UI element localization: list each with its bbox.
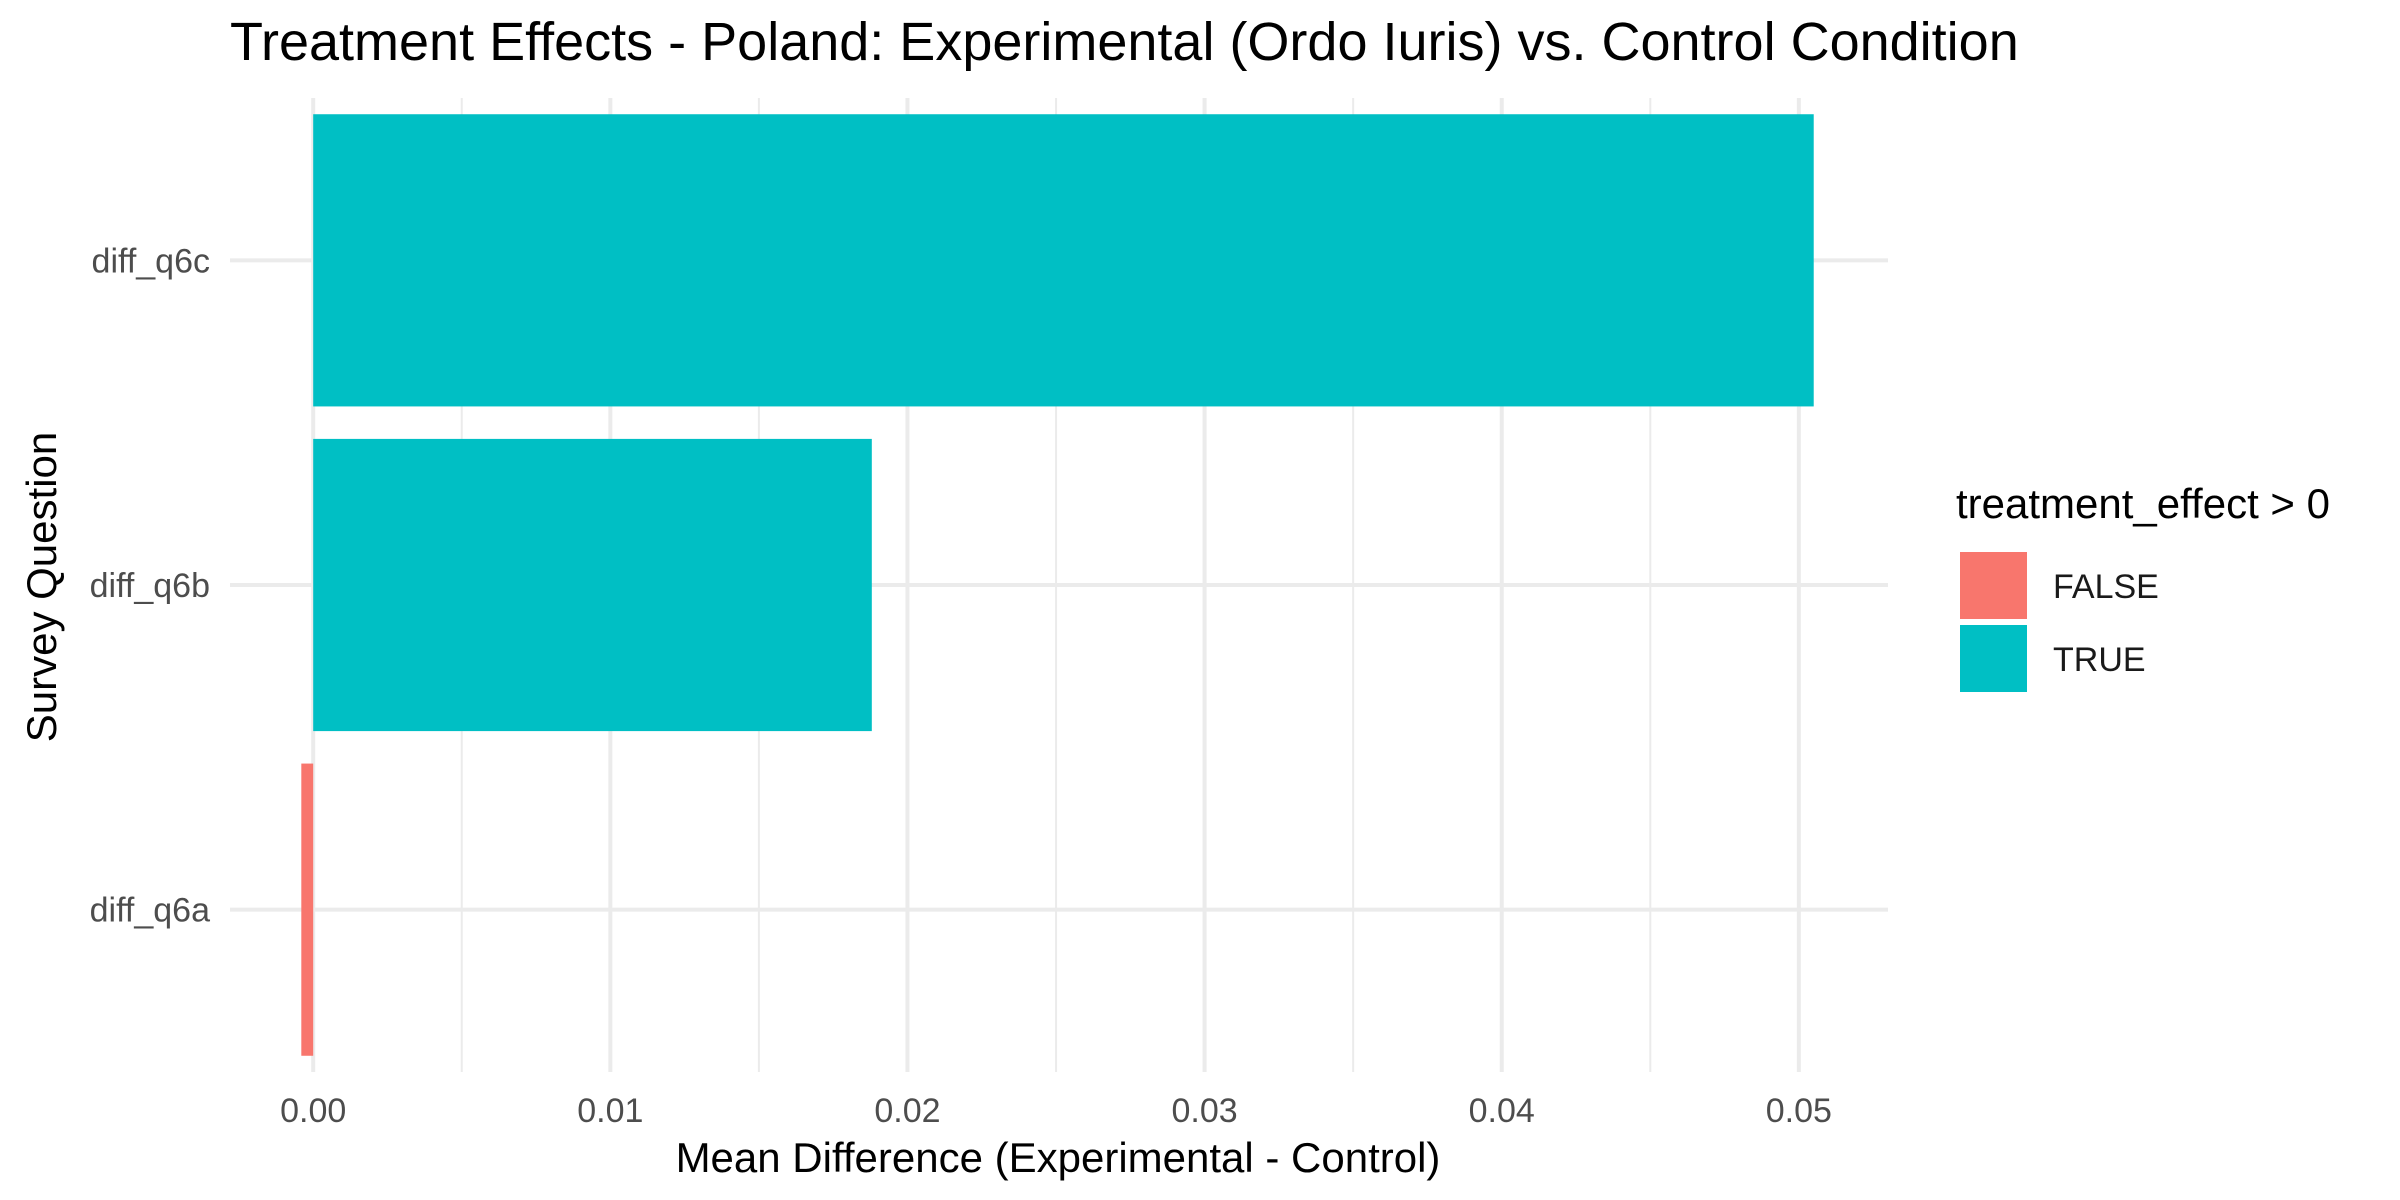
- y-tick-label: diff_q6a: [90, 892, 210, 930]
- legend-label-true: TRUE: [2053, 641, 2146, 679]
- y-tick-label: diff_q6b: [90, 567, 210, 605]
- chart-title: Treatment Effects - Poland: Experimental…: [230, 12, 2019, 72]
- bars: [301, 114, 1814, 1056]
- bar-diff_q6a: [301, 763, 314, 1056]
- x-tick-label: 0.03: [1172, 1092, 1238, 1130]
- x-tick-label: 0.02: [874, 1092, 940, 1130]
- legend-swatch-false: [1960, 552, 2027, 619]
- legend-label-false: FALSE: [2053, 568, 2159, 606]
- y-axis-tick-labels: diff_q6a diff_q6b diff_q6c: [90, 242, 210, 929]
- y-tick-label: diff_q6c: [92, 242, 210, 280]
- x-tick-label: 0.04: [1469, 1092, 1535, 1130]
- y-axis-title: Survey Question: [18, 432, 65, 743]
- legend-title: treatment_effect > 0: [1956, 480, 2330, 527]
- legend-swatch-true: [1960, 625, 2027, 692]
- bar-diff_q6c: [313, 114, 1814, 407]
- x-tick-label: 0.05: [1766, 1092, 1832, 1130]
- x-tick-label: 0.01: [577, 1092, 643, 1130]
- legend: treatment_effect > 0 FALSE TRUE: [1956, 480, 2330, 692]
- x-tick-label: 0.00: [280, 1092, 346, 1130]
- x-axis-title: Mean Difference (Experimental - Control): [676, 1134, 1441, 1181]
- bar-diff_q6b: [313, 438, 872, 732]
- x-axis-tick-labels: 0.00 0.01 0.02 0.03 0.04 0.05: [280, 1092, 1832, 1130]
